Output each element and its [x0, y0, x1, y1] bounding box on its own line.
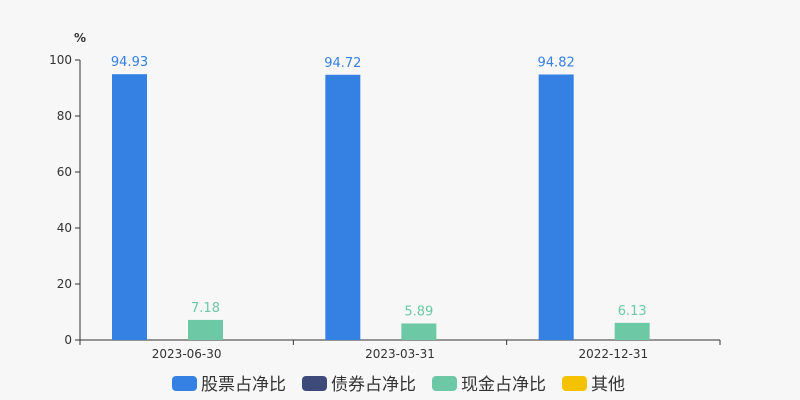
legend-label: 其他 [591, 375, 625, 395]
data-labels: 94.93 7.18 94.72 5.89 94.82 6.13 [111, 55, 647, 319]
legend[interactable]: 股票占净比 债券占净比 现金占净比 其他 [172, 375, 625, 395]
y-tick-label: 60 [57, 165, 72, 179]
data-label: 7.18 [191, 301, 220, 316]
axes: 0 20 40 60 80 100 2023-06-30 2023-03-31 2022-12-… [49, 53, 721, 361]
legend-swatch [172, 376, 197, 391]
legend-item[interactable]: 现金占净比 [432, 375, 546, 395]
bar [614, 322, 650, 340]
bar [538, 74, 574, 340]
legend-item[interactable]: 其他 [562, 375, 625, 395]
bar [401, 323, 437, 340]
legend-label: 股票占净比 [201, 375, 286, 395]
legend-label: 债券占净比 [331, 375, 416, 395]
legend-item[interactable]: 股票占净比 [172, 375, 286, 395]
bar [188, 319, 223, 340]
data-label: 94.93 [111, 55, 148, 70]
x-tick-label: 2022-12-31 [578, 347, 648, 361]
legend-swatch [302, 376, 327, 391]
data-label: 5.89 [404, 305, 433, 320]
y-axis-unit-label: % [74, 31, 86, 45]
y-tick-label: 0 [64, 333, 72, 347]
data-label: 94.82 [538, 56, 575, 71]
y-tick-label: 100 [49, 53, 72, 67]
bar [112, 74, 147, 341]
x-tick-label: 2023-03-31 [365, 347, 435, 361]
legend-swatch [562, 376, 587, 391]
legend-swatch [432, 376, 457, 391]
y-tick-label: 20 [57, 277, 72, 291]
legend-item[interactable]: 债券占净比 [302, 375, 416, 395]
data-label: 94.72 [324, 56, 361, 71]
data-label: 6.13 [618, 304, 647, 319]
legend-label: 现金占净比 [461, 375, 546, 395]
y-tick-label: 80 [57, 109, 72, 123]
x-tick-label: 2023-06-30 [152, 347, 222, 361]
y-tick-label: 40 [57, 221, 72, 235]
bar [325, 74, 361, 340]
bars [112, 74, 650, 341]
